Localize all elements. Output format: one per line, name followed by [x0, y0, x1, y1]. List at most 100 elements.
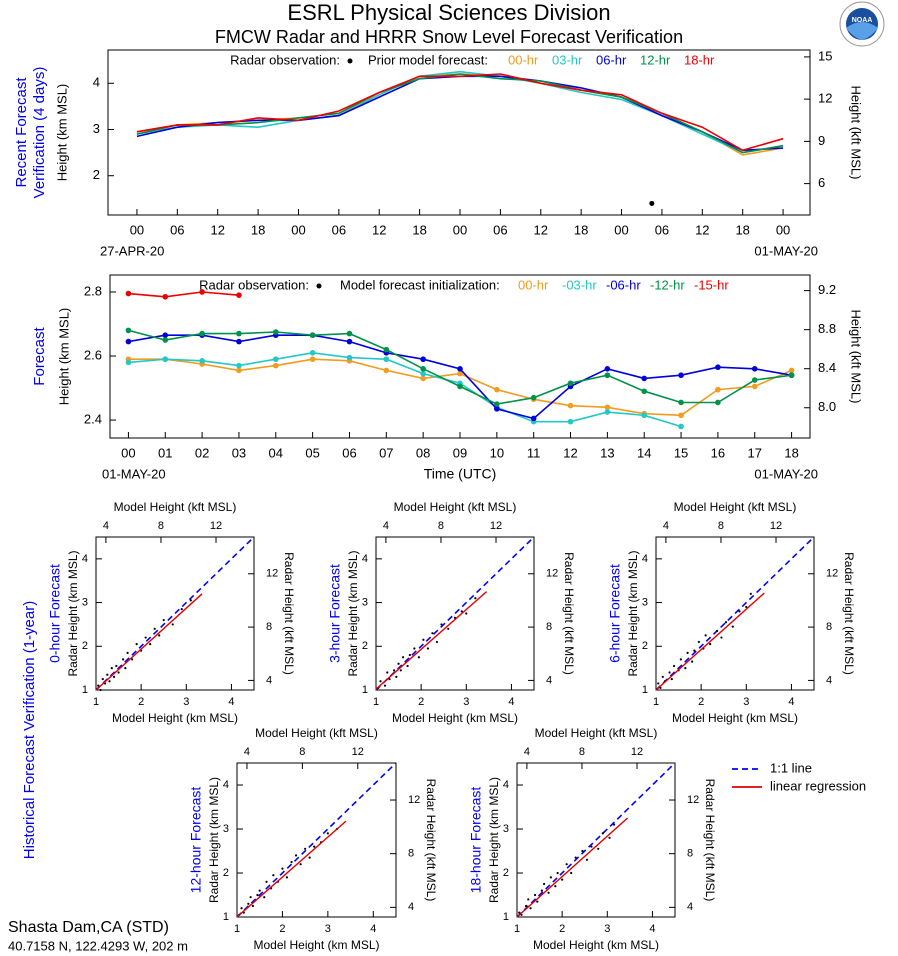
series-marker — [715, 399, 721, 406]
series-line — [128, 334, 792, 420]
x2-tick-label: 4 — [663, 520, 669, 532]
y-tick-label: 2 — [223, 867, 229, 879]
series-marker — [788, 367, 795, 374]
y-tick-label: 2.4 — [84, 412, 102, 427]
series-marker — [567, 418, 574, 425]
x-tick-label: 12 — [695, 222, 709, 237]
y2-axis-label: Radar Height (kft MSL) — [842, 552, 856, 675]
x-tick-label: 18 — [412, 222, 426, 237]
scatter-point — [585, 858, 589, 861]
series-marker — [420, 366, 426, 372]
y-tick-label: 1 — [362, 684, 368, 696]
x-tick-label: 06 — [170, 222, 184, 237]
scatter-point — [704, 634, 707, 637]
y2-tick-label: 8 — [266, 621, 272, 633]
scatter-point — [679, 658, 682, 661]
scatter-point — [290, 860, 293, 864]
series-marker — [494, 406, 500, 412]
y2-axis-label: Radar Height (kft MSL) — [562, 552, 576, 675]
y-tick-label: 1 — [82, 684, 88, 696]
scatter-point — [126, 651, 129, 654]
x-tick-label: 12 — [534, 222, 548, 237]
scatter-point — [247, 902, 250, 905]
scatter-point — [435, 640, 439, 644]
scatter-point — [99, 688, 102, 692]
scatter-point — [285, 876, 289, 879]
scatter-point — [171, 623, 174, 626]
scatter-point — [691, 660, 694, 663]
series-marker — [125, 359, 132, 366]
series-marker — [162, 337, 169, 343]
y2-tick-label: 12 — [826, 568, 838, 580]
scatter-point — [135, 643, 138, 646]
x-axis-label: Time (UTC) — [424, 466, 497, 482]
series-marker — [678, 399, 684, 406]
x2-tick-label: 12 — [631, 746, 643, 758]
x-tick-label: 4 — [228, 696, 234, 708]
x-tick-label: 2 — [559, 923, 565, 935]
x-axis-label: Model Height (km MSL) — [672, 711, 798, 725]
series-marker — [199, 358, 205, 364]
x2-axis-label: Model Height (kft MSL) — [255, 726, 378, 740]
y2-tick-label: 8 — [546, 621, 552, 633]
side-title: Verification (4 days) — [31, 67, 48, 199]
y2-tick-label: 9.2 — [818, 282, 836, 297]
x-tick-label: 2 — [138, 696, 144, 708]
y-tick-label: 3 — [642, 596, 648, 608]
y2-tick-label: 4 — [826, 674, 832, 686]
series-marker — [751, 377, 758, 383]
scatter-point — [524, 904, 528, 908]
scatter-point — [612, 823, 616, 826]
series-marker — [715, 364, 721, 371]
y-tick-label: 3 — [503, 823, 509, 835]
series-marker — [751, 383, 758, 390]
x-tick-label: 14 — [637, 445, 651, 460]
series-marker — [162, 356, 169, 363]
x-tick-label: 3 — [743, 696, 749, 708]
scatter-point — [258, 889, 261, 892]
scatter-point — [263, 896, 266, 899]
scatter-point — [518, 911, 521, 914]
scatter-point — [249, 896, 252, 899]
scatter-point — [417, 656, 420, 659]
x-tick-label: 00 — [614, 222, 628, 237]
x-tick-label: 4 — [649, 923, 655, 935]
x-tick-label: 00 — [776, 222, 790, 237]
scatter-point — [556, 871, 559, 875]
series-marker — [641, 388, 648, 395]
y-tick-label: 1 — [223, 911, 229, 923]
x-tick-label: 10 — [490, 445, 504, 460]
series-marker — [272, 329, 279, 335]
scatter-point — [326, 832, 329, 835]
x-tick-label: 4 — [788, 696, 794, 708]
legend-dot — [347, 58, 353, 64]
y-axis-label: Height (km MSL) — [56, 308, 71, 406]
x-tick-label: 00 — [291, 222, 305, 237]
series-marker — [346, 354, 353, 361]
y2-tick-label: 9 — [818, 133, 825, 148]
series-line — [136, 73, 784, 152]
scatter-point — [131, 658, 134, 661]
y2-tick-label: 8 — [408, 848, 414, 860]
side-title: 0-hour Forecast — [47, 564, 63, 663]
x2-tick-label: 4 — [244, 746, 250, 758]
date-label: 01-MAY-20 — [102, 466, 166, 481]
series-marker — [457, 370, 463, 377]
y-tick-label: 2 — [82, 640, 88, 652]
scatter-point — [536, 900, 539, 903]
x-tick-label: 4 — [508, 696, 514, 708]
date-label: 01-MAY-20 — [754, 243, 818, 258]
one-to-one-line — [516, 762, 676, 918]
x-tick-label: 02 — [195, 445, 209, 460]
x-tick-label: 3 — [604, 923, 610, 935]
y2-tick-label: 8.8 — [818, 321, 836, 336]
x-tick-label: 18 — [735, 222, 749, 237]
scatter-point — [697, 640, 700, 644]
scatter-point — [672, 664, 676, 668]
x-tick-label: 2 — [279, 923, 285, 935]
x-tick-label: 00 — [121, 445, 135, 460]
x-axis-label: Model Height (km MSL) — [533, 938, 659, 952]
x-tick-label: 1 — [373, 696, 379, 708]
y-tick-label: 2 — [93, 167, 100, 182]
